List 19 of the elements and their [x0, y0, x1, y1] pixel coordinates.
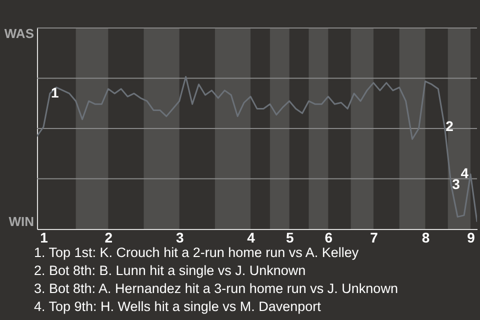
x-tick-label: 9: [467, 230, 476, 246]
x-tick-label: 7: [370, 230, 378, 246]
x-tick-label: 5: [286, 230, 294, 246]
annotation: 2: [446, 118, 454, 134]
text: WIN: [8, 214, 34, 229]
x-tick-label: 3: [176, 230, 184, 246]
x-tick-label: 6: [324, 230, 333, 246]
text: 4. Top 9th: H. Wells hit a single vs M. Davenport: [34, 299, 322, 314]
text: 2. Bot 8th: B. Lunn hit a single vs J. Unknown: [34, 263, 306, 278]
x-tick-label: 8: [422, 230, 430, 246]
annotation: 1: [50, 84, 59, 100]
text: 1. Top 1st: K. Crouch hit a 2-run home run vs A. Kelley: [34, 245, 359, 260]
x-tick-label: 4: [247, 230, 256, 246]
annotation: 3: [452, 176, 460, 192]
text: 3. Bot 8th: A. Hernandez hit a 3-run home run vs J. Unknown: [34, 281, 398, 296]
x-tick-label: 1: [40, 230, 48, 246]
x-tick-label: 2: [104, 230, 113, 246]
annotation: 4: [460, 165, 469, 182]
text: WAS: [4, 26, 34, 41]
